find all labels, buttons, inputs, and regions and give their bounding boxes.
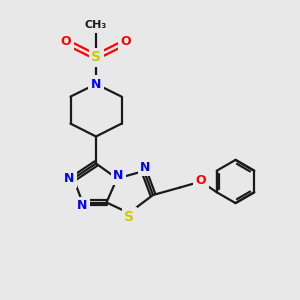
- Text: N: N: [91, 77, 101, 91]
- Text: S: S: [124, 210, 134, 224]
- Text: O: O: [121, 35, 131, 49]
- Text: N: N: [140, 161, 151, 174]
- Text: S: S: [91, 50, 101, 64]
- Text: N: N: [113, 169, 124, 182]
- Text: O: O: [196, 173, 206, 187]
- Text: N: N: [77, 199, 88, 212]
- Text: CH₃: CH₃: [85, 20, 107, 31]
- Text: O: O: [61, 35, 71, 49]
- Text: N: N: [64, 172, 74, 185]
